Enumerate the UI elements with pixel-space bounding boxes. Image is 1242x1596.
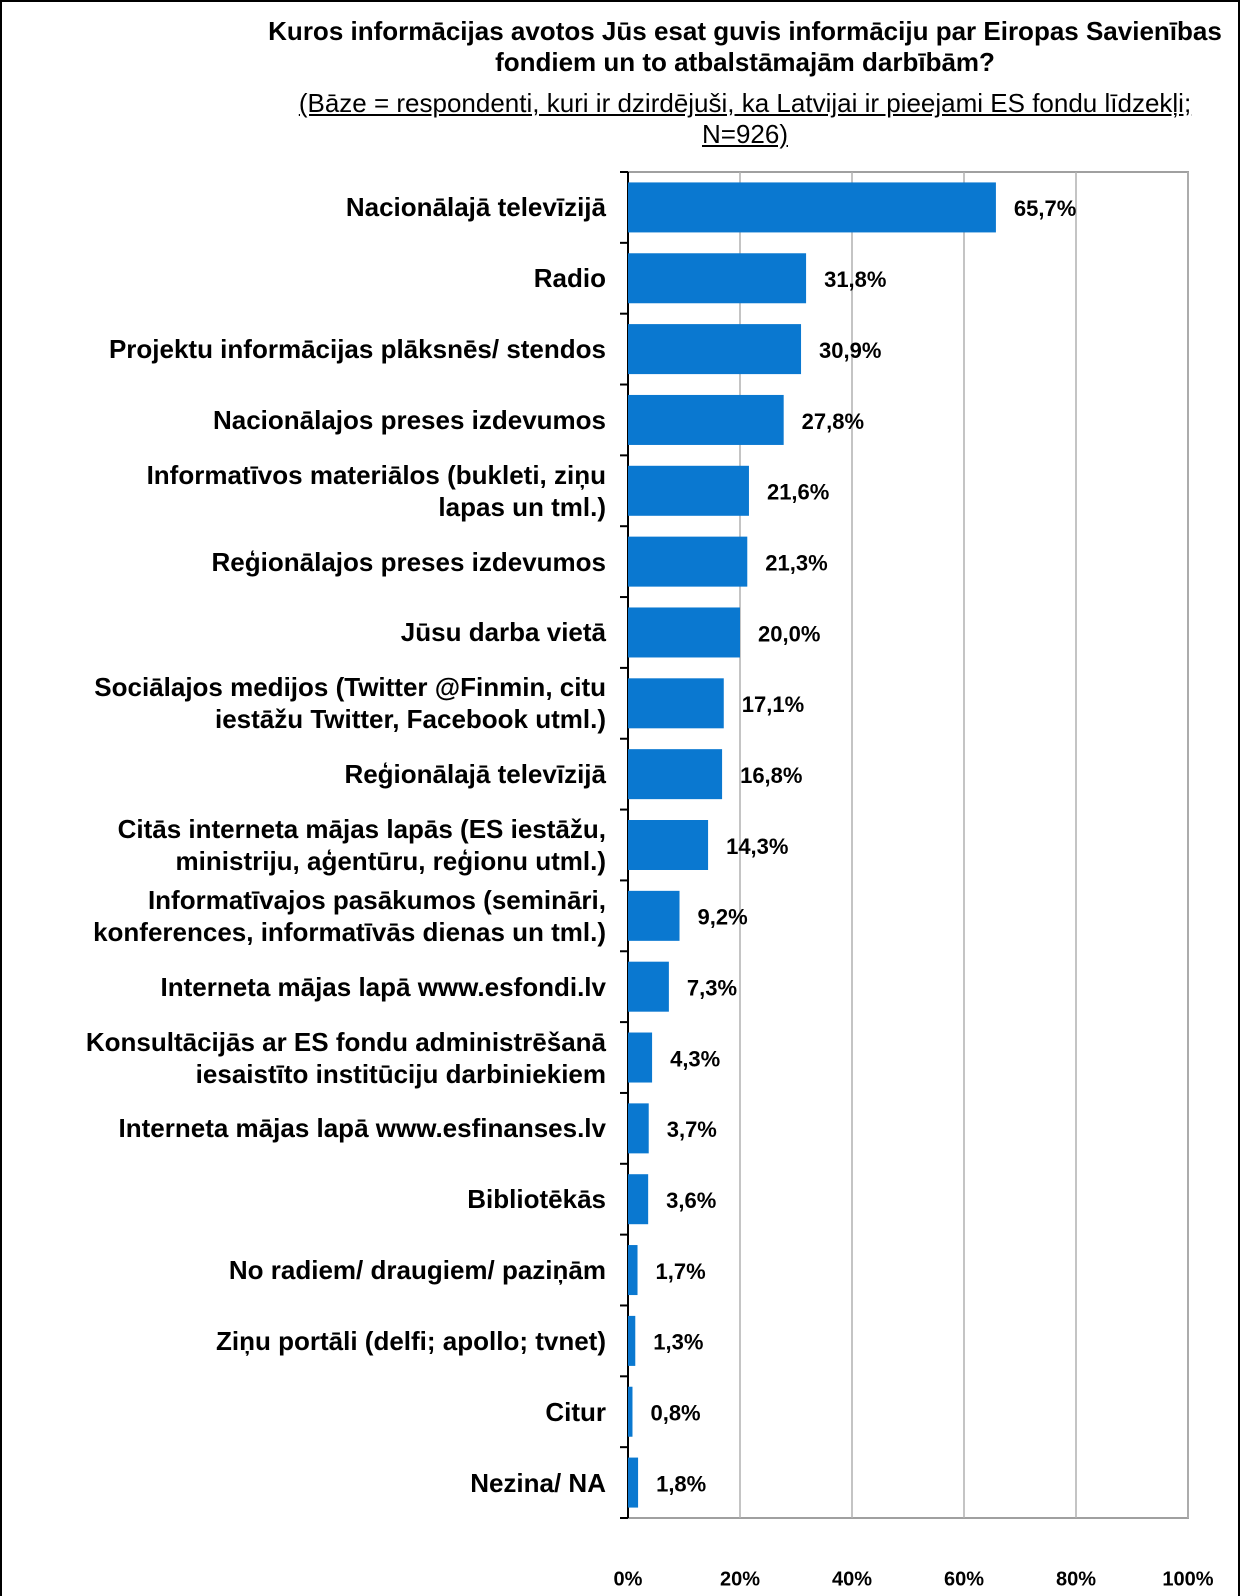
- value-label: 16,8%: [740, 763, 802, 788]
- y-tick-label: Konsultācijās ar ES fondu administrēšanā…: [85, 1026, 606, 1089]
- value-label: 21,3%: [765, 550, 827, 575]
- value-label: 17,1%: [742, 692, 804, 717]
- chart-title: Kuros informācijas avotos Jūs esat guvis…: [268, 16, 1222, 77]
- value-label: 65,7%: [1014, 196, 1076, 221]
- value-label: 3,7%: [667, 1117, 717, 1142]
- bar: [628, 182, 996, 233]
- y-tick-label: Jūsu darba vietā: [400, 617, 606, 648]
- bar: [628, 1386, 633, 1437]
- y-tick-label: Radio: [533, 263, 606, 294]
- bar: [628, 890, 680, 941]
- value-label: 1,7%: [656, 1259, 706, 1284]
- y-tick-label: Citās interneta mājas lapās (ES iestāžu,…: [117, 814, 606, 876]
- y-tick-label: Interneta mājas lapā www.esfondi.lv: [160, 971, 606, 1002]
- value-label: 3,6%: [666, 1188, 716, 1213]
- bar: [628, 394, 784, 445]
- bar: [628, 1315, 636, 1366]
- x-tick-label: 80%: [1056, 1568, 1096, 1590]
- value-label: 30,9%: [819, 338, 881, 363]
- bar: [628, 1174, 649, 1225]
- value-label: 21,6%: [767, 480, 829, 505]
- y-tick-label: No radiem/ draugiem/ paziņām: [228, 1255, 606, 1286]
- value-label: 20,0%: [758, 621, 820, 646]
- value-label: 0,8%: [650, 1401, 700, 1426]
- bar: [628, 1457, 639, 1508]
- bar: [628, 1032, 653, 1083]
- value-label: 31,8%: [824, 267, 886, 292]
- value-label: 1,8%: [656, 1471, 706, 1496]
- y-tick-label: Projektu informācijas plāksnēs/ stendos: [108, 334, 606, 365]
- x-tick-label: 40%: [832, 1568, 872, 1590]
- y-tick-label: Sociālajos medijos (Twitter @Finmin, cit…: [94, 672, 606, 735]
- value-label: 4,3%: [670, 1046, 720, 1071]
- bar: [628, 1245, 638, 1296]
- y-tick-label: Reģionālajos preses izdevumos: [211, 546, 606, 577]
- y-tick-label: Informatīvos materiālos (bukleti, ziņu l…: [146, 459, 606, 522]
- bar: [628, 465, 749, 516]
- bar: [628, 253, 807, 304]
- y-tick-label: Informatīvajos pasākumos (semināri, konf…: [93, 884, 606, 947]
- bar: [628, 324, 802, 375]
- y-tick-label: Citur: [545, 1396, 606, 1427]
- bar: [628, 607, 740, 658]
- x-tick-label: 60%: [944, 1568, 984, 1590]
- bar: [628, 820, 709, 870]
- bar: [628, 961, 669, 1012]
- y-tick-label: Nacionālajos preses izdevumos: [212, 404, 606, 435]
- chart-subtitle: (Bāze = respondenti, kuri ir dzirdējuši,…: [298, 88, 1192, 149]
- value-label: 27,8%: [802, 409, 864, 434]
- y-tick-label: Reģionālajā televīzijā: [344, 759, 606, 790]
- value-label: 14,3%: [726, 834, 788, 859]
- x-tick-label: 100%: [1162, 1568, 1213, 1590]
- y-tick-label: Nacionālajā televīzijā: [345, 192, 606, 223]
- bar: [628, 536, 748, 587]
- value-label: 9,2%: [698, 905, 748, 930]
- y-tick-label: Ziņu portāli (delfi; apollo; tvnet): [216, 1325, 606, 1356]
- bar: [628, 1103, 649, 1154]
- bar: [628, 678, 724, 729]
- y-tick-label: Nezina/ NA: [470, 1467, 606, 1498]
- y-tick-label: Bibliotēkās: [467, 1184, 606, 1215]
- value-label: 1,3%: [653, 1330, 703, 1355]
- value-label: 7,3%: [687, 975, 737, 1000]
- x-tick-label: 0%: [614, 1568, 643, 1590]
- y-tick-label: Interneta mājas lapā www.esfinanses.lv: [118, 1113, 606, 1144]
- bar: [628, 749, 723, 800]
- x-tick-label: 20%: [720, 1568, 760, 1590]
